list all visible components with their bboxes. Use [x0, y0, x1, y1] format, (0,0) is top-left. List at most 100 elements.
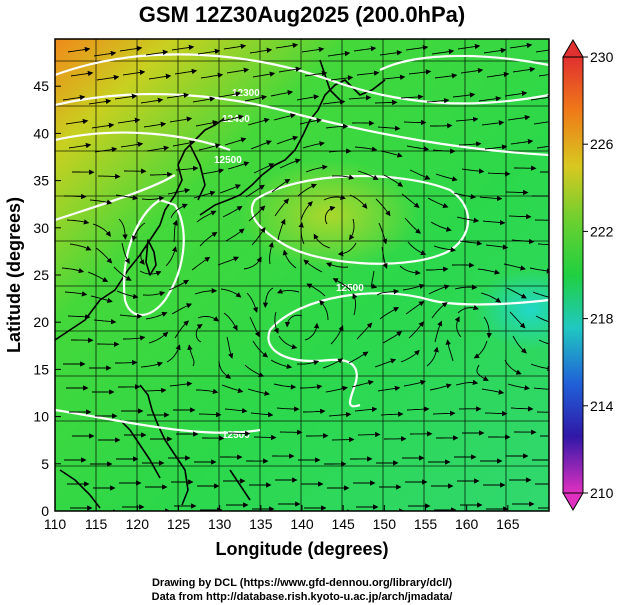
streamline-arrow [375, 198, 391, 217]
streamline-arrow [533, 121, 549, 125]
streamline-arrow [300, 201, 313, 221]
streamline-arrow [322, 358, 344, 369]
streamline-arrow [327, 50, 351, 57]
streamline-arrow [434, 320, 443, 343]
streamline-arrow [171, 303, 193, 315]
streamline-arrow [262, 287, 274, 308]
x-axis-ticks: 110 115 120 125 130 135 140 145 150 155 160 165 [44, 505, 520, 532]
streamline-arrow [302, 141, 325, 149]
streamline-arrow [533, 387, 549, 390]
streamline-arrow [399, 265, 421, 276]
streamline-arrow [352, 293, 358, 316]
y-tick-label: 5 [41, 456, 49, 472]
streamline-arrow [175, 165, 199, 172]
streamline-arrow [114, 93, 138, 100]
colorbar-tick-label: 214 [590, 398, 614, 414]
contour-label: 12500 [336, 283, 364, 294]
streamline-arrow [248, 205, 266, 222]
streamline-arrow [201, 168, 225, 175]
streamline-arrow [322, 99, 346, 105]
streamline-arrow [380, 411, 404, 417]
streamline-arrow [219, 184, 241, 194]
streamline-arrow [169, 116, 193, 123]
streamline-arrow [483, 47, 507, 54]
streamline-arrow [143, 387, 167, 394]
streamline-arrow [225, 228, 245, 242]
streamline-arrow [195, 120, 219, 127]
streamline-arrow [275, 42, 299, 49]
streamline-arrow [538, 74, 549, 77]
streamline-arrow [298, 222, 305, 245]
streamline-arrow [403, 380, 426, 387]
streamline-arrow [536, 145, 549, 149]
streamline-arrow [508, 213, 532, 220]
streamline-arrow [485, 244, 509, 250]
streamline-arrow [165, 246, 178, 267]
streamline-arrow [246, 292, 258, 313]
streamline-arrow [306, 283, 326, 297]
y-tick-label: 45 [33, 78, 49, 94]
contour-label: 12400 [222, 114, 250, 125]
streamline-arrow [351, 380, 374, 388]
streamline-arrow [376, 288, 399, 296]
streamline-arrow [218, 360, 232, 379]
streamline-arrow [304, 322, 320, 341]
streamline-arrow [379, 50, 403, 56]
streamline-arrow [400, 94, 424, 100]
streamline-arrow [249, 47, 273, 54]
cold-region [475, 270, 549, 350]
streamline-arrow [191, 256, 211, 271]
chart-title: GSM 12Z30Aug2025 (200.0hPa) [139, 2, 465, 27]
streamline-arrow [326, 262, 349, 268]
streamline-arrow [119, 313, 143, 320]
streamline-arrow [300, 384, 323, 390]
streamline-arrow [377, 385, 401, 392]
streamline-arrow [407, 241, 427, 256]
x-tick-label: 110 [44, 516, 67, 532]
streamline-arrow [356, 322, 373, 340]
streamline-arrow [194, 288, 218, 295]
contour-label: 12500 [214, 155, 242, 166]
streamline-arrow [200, 72, 224, 79]
streamline-arrow [510, 138, 534, 145]
streamline-arrow [276, 135, 299, 145]
streamline-arrow [461, 168, 485, 174]
streamline-arrow [250, 411, 274, 418]
streamline-arrow [504, 359, 522, 375]
streamline-arrow [245, 184, 265, 198]
streamline-arrow [426, 97, 450, 104]
temperature-field [55, 39, 549, 511]
streamline-arrow [145, 312, 168, 320]
streamline-arrow [457, 43, 481, 50]
y-tick-label: 25 [33, 267, 49, 283]
streamline-arrow [330, 325, 344, 345]
streamline-arrow [66, 219, 90, 225]
y-tick-label: 40 [33, 125, 49, 141]
streamline-arrow [332, 278, 352, 292]
streamline-arrow [303, 408, 326, 415]
streamline-arrow [249, 316, 260, 338]
colorbar-tick-label: 218 [590, 311, 614, 327]
streamline-arrow [456, 216, 480, 224]
streamline-arrow [247, 388, 270, 396]
streamline-arrow [199, 231, 218, 247]
streamline-arrow [357, 170, 379, 180]
streamline-arrow [535, 315, 549, 323]
streamline-arrow [301, 46, 325, 53]
streamline-arrow [221, 114, 244, 122]
streamline-arrow [273, 311, 279, 334]
streamline-arrow [169, 381, 193, 387]
streamline-arrow [65, 118, 89, 125]
streamline-arrow [452, 262, 475, 268]
streamline-arrow [223, 43, 247, 50]
streamline-arrow [69, 243, 92, 251]
streamline-arrow [252, 71, 276, 78]
streamline-arrow [323, 194, 346, 201]
streamline-arrow [408, 69, 432, 75]
streamline-arrow [174, 68, 198, 75]
streamline-arrow [192, 96, 216, 103]
streamline-arrow [148, 73, 172, 80]
streamline-arrow [93, 318, 117, 325]
streamline-arrow [432, 148, 456, 154]
